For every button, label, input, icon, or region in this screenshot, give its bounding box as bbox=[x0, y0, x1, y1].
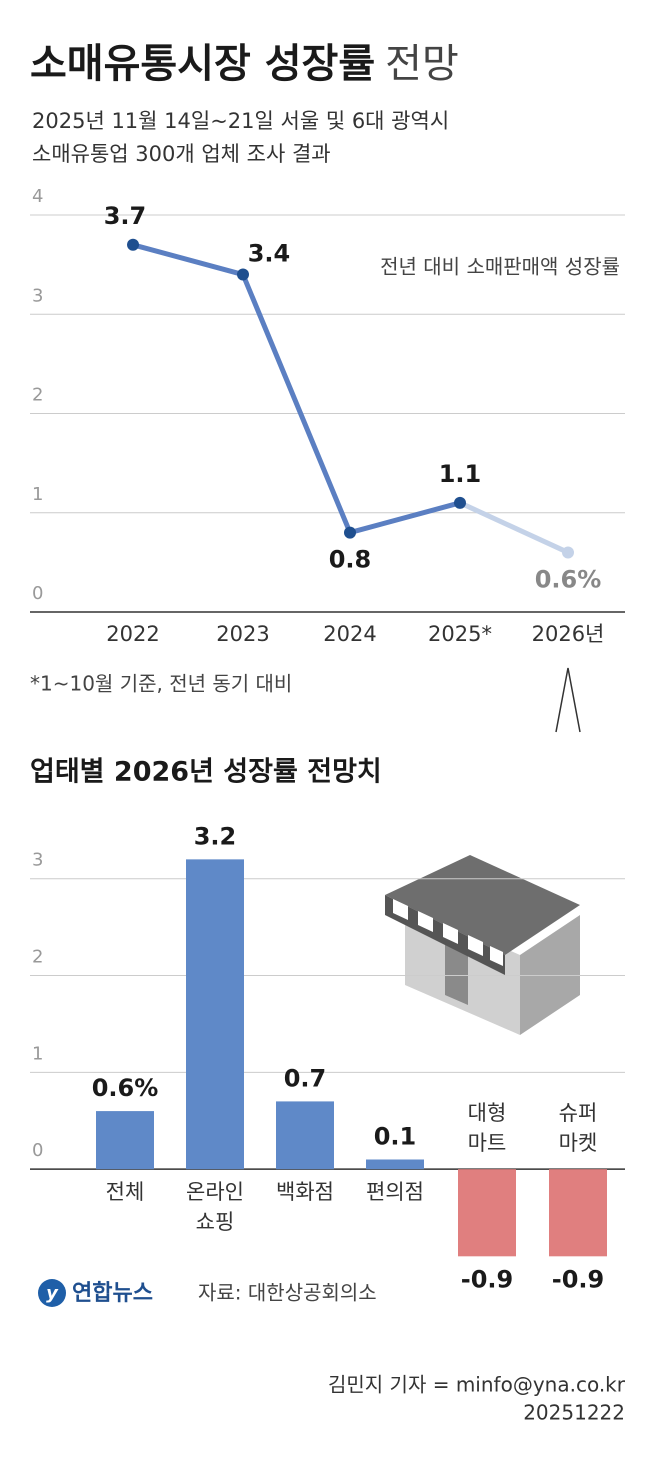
y-tick-label: 0 bbox=[32, 583, 43, 604]
data-line bbox=[132, 242, 461, 536]
subtitle: 소매유통업 300개 업체 조사 결과 bbox=[32, 142, 331, 166]
x-tick-label: 온라인 bbox=[186, 1180, 244, 1204]
bar bbox=[549, 1169, 607, 1257]
data-label: -0.9 bbox=[461, 1265, 513, 1293]
chart-annotation: 전년 대비 소매판매액 성장률 bbox=[380, 255, 620, 279]
y-tick-label: 1 bbox=[32, 484, 43, 505]
bar bbox=[366, 1159, 424, 1170]
y-tick-label: 3 bbox=[32, 850, 43, 871]
bar bbox=[96, 1111, 154, 1170]
y-tick-label: 1 bbox=[32, 1043, 43, 1064]
x-tick-label: 편의점 bbox=[366, 1180, 424, 1204]
data-label: 1.1 bbox=[439, 460, 482, 488]
x-tick-label: 쇼핑 bbox=[196, 1210, 235, 1234]
y-tick-label: 4 bbox=[32, 186, 43, 207]
data-point bbox=[454, 496, 466, 509]
x-tick-label: 2023 bbox=[216, 622, 269, 646]
data-label: 3.4 bbox=[248, 240, 291, 268]
shop-icon bbox=[385, 855, 580, 1035]
x-tick-label: 2022 bbox=[106, 622, 159, 646]
year-marker bbox=[555, 667, 581, 733]
y-tick-label: 0 bbox=[32, 1140, 43, 1161]
bar bbox=[458, 1169, 516, 1257]
x-tick-label: 슈퍼 bbox=[559, 1101, 598, 1125]
bar bbox=[186, 859, 244, 1170]
title: 소매유통시장 성장률 전망 bbox=[30, 41, 459, 87]
x-tick-label: 2024 bbox=[323, 622, 376, 646]
title-main: 소매유통시장 성장률 bbox=[30, 41, 375, 87]
byline: 김민지 기자 = minfo@yna.co.kr bbox=[328, 1373, 626, 1397]
x-tick-label: 백화점 bbox=[276, 1180, 334, 1204]
data-label: 3.7 bbox=[104, 202, 147, 230]
data-point bbox=[344, 526, 356, 539]
data-label: 3.2 bbox=[194, 822, 237, 850]
chart-title: 업태별 2026년 성장률 전망치 bbox=[30, 757, 382, 788]
subtitle: 2025년 11월 14일~21일 서울 및 6대 광역시 bbox=[32, 109, 449, 133]
data-label: 0.1 bbox=[374, 1123, 417, 1151]
data-label: 0.6% bbox=[92, 1074, 159, 1102]
logo: y bbox=[38, 1279, 66, 1307]
logo-text: 연합뉴스 bbox=[72, 1280, 153, 1306]
x-tick-label: 마트 bbox=[468, 1131, 507, 1155]
source: 자료: 대한상공회의소 bbox=[198, 1281, 377, 1305]
bar bbox=[276, 1101, 334, 1170]
data-label: -0.9 bbox=[552, 1265, 604, 1293]
data-label: 0.7 bbox=[284, 1064, 327, 1092]
svg-text:y: y bbox=[46, 1283, 59, 1304]
y-tick-label: 2 bbox=[32, 947, 43, 968]
projection-line bbox=[458, 500, 570, 555]
data-label: 0.6% bbox=[535, 565, 602, 593]
x-tick-label: 2026년 bbox=[532, 622, 605, 646]
data-point bbox=[562, 546, 574, 559]
data-point bbox=[127, 238, 139, 251]
title-suffix: 전망 bbox=[385, 41, 459, 87]
x-tick-label: 대형 bbox=[468, 1101, 507, 1125]
x-tick-label: 전체 bbox=[106, 1180, 145, 1204]
data-point bbox=[237, 268, 249, 281]
x-tick-label: 마켓 bbox=[559, 1131, 598, 1155]
x-tick-label: 2025* bbox=[428, 622, 492, 646]
data-label: 0.8 bbox=[329, 546, 372, 574]
y-tick-label: 3 bbox=[32, 285, 43, 306]
date: 20251222 bbox=[523, 1401, 625, 1425]
chart-note: *1~10월 기준, 전년 동기 대비 bbox=[30, 672, 292, 696]
y-tick-label: 2 bbox=[32, 385, 43, 406]
